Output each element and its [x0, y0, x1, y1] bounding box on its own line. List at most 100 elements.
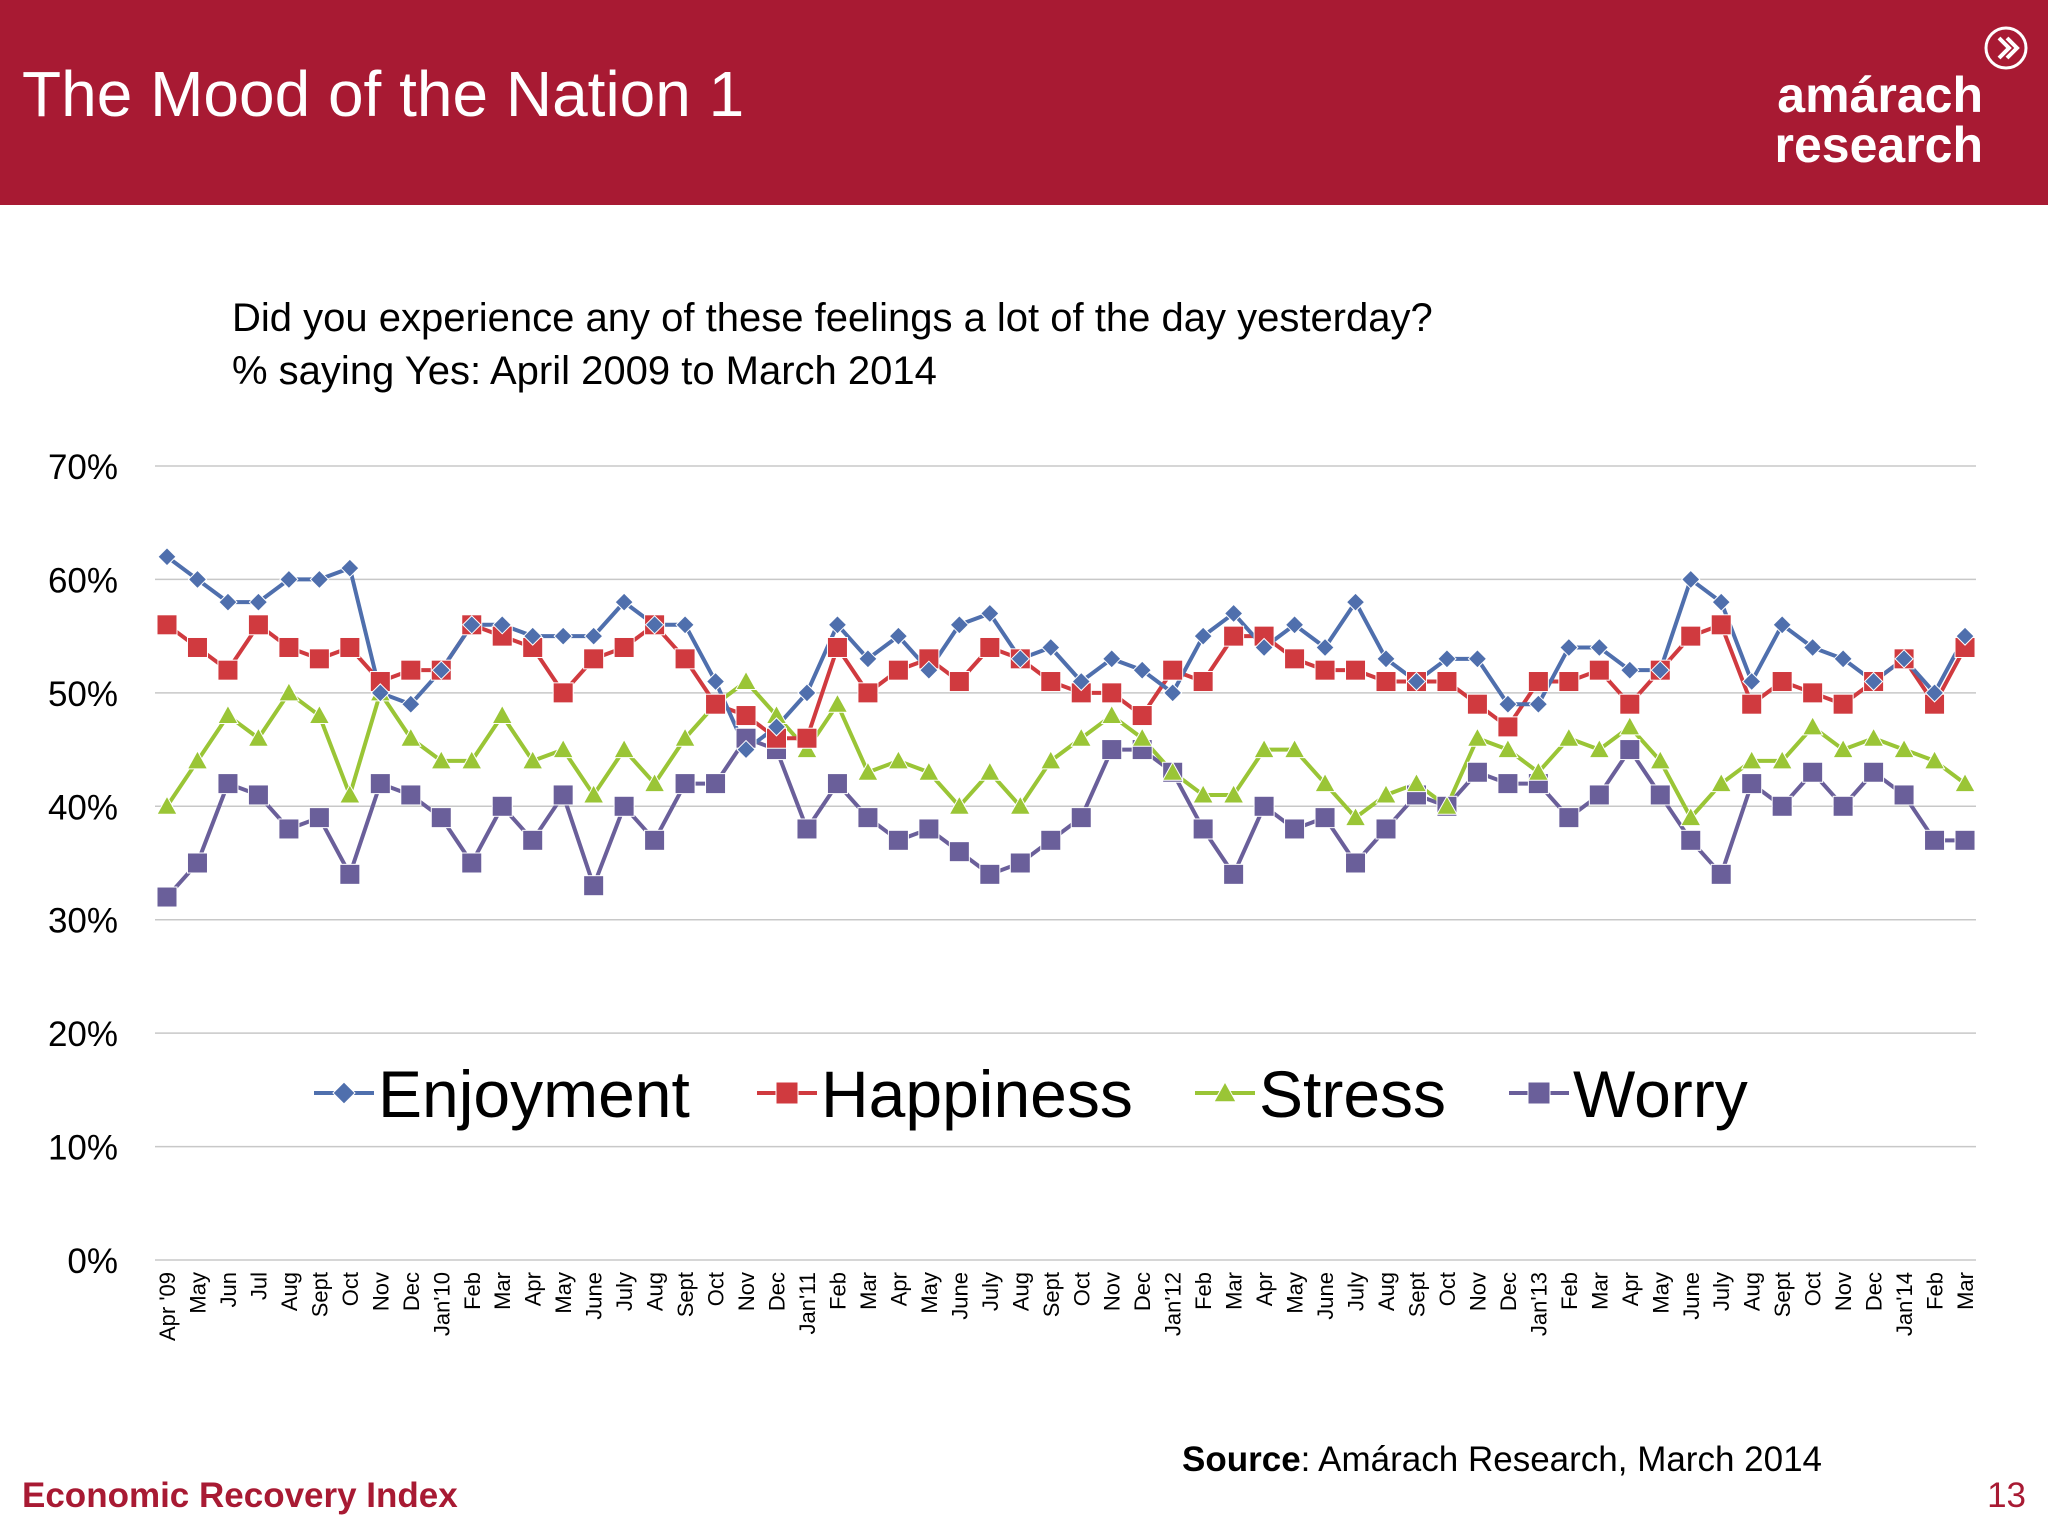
data-point [1375, 783, 1397, 804]
x-tick-label: Sept [1770, 1272, 1795, 1317]
data-point [1466, 761, 1488, 783]
data-point [1863, 761, 1885, 783]
data-point [460, 749, 483, 770]
x-tick-label: Oct [1801, 1272, 1826, 1306]
data-point [1802, 637, 1823, 658]
data-point [613, 795, 635, 817]
x-tick-label: Dec [765, 1272, 790, 1311]
data-point [857, 682, 879, 704]
x-tick-label: Feb [1191, 1272, 1216, 1310]
data-point [1924, 829, 1946, 851]
data-point [643, 772, 666, 793]
data-point [583, 648, 605, 670]
data-point [797, 683, 817, 703]
data-point [1680, 625, 1702, 647]
data-point [1771, 671, 1793, 693]
data-point [1802, 761, 1824, 783]
data-point [796, 818, 818, 840]
data-point [217, 773, 239, 795]
data-point [826, 636, 848, 658]
data-point [1283, 738, 1306, 759]
x-tick-label: Apr '09 [155, 1272, 180, 1341]
data-point [582, 783, 605, 804]
data-point [1527, 671, 1549, 693]
data-point [919, 660, 939, 680]
x-tick-label: Aug [277, 1272, 302, 1311]
data-point [644, 615, 665, 635]
data-point [826, 773, 848, 795]
x-tick-label: Feb [825, 1272, 850, 1310]
data-point [1650, 660, 1670, 680]
data-point [1740, 749, 1763, 770]
data-point [1131, 705, 1153, 727]
x-tick-label: June [1313, 1272, 1338, 1320]
data-point [674, 648, 696, 670]
x-tick-label: Feb [460, 1272, 485, 1310]
x-tick-label: Oct [338, 1272, 363, 1306]
x-tick-label: May [1283, 1272, 1308, 1314]
data-point [1437, 649, 1457, 669]
data-point [1710, 772, 1733, 793]
footer-title: Economic Recovery Index [22, 1476, 458, 1515]
data-point [1040, 671, 1062, 693]
data-point [735, 670, 757, 691]
x-tick-label: Oct [704, 1272, 729, 1306]
data-point [522, 829, 544, 851]
data-point [1376, 649, 1396, 669]
x-tick-label: Apr [886, 1272, 911, 1306]
amarach-logo: amárach research [1740, 24, 2040, 184]
data-point [887, 659, 909, 681]
x-tick-label: May [551, 1272, 576, 1314]
data-point [1588, 659, 1610, 681]
data-point [308, 648, 330, 670]
data-point [278, 681, 300, 702]
x-tick-label: Sept [673, 1272, 698, 1317]
data-point [1223, 863, 1245, 885]
slide-title: The Mood of the Nation 1 [22, 58, 745, 130]
data-point [1894, 649, 1914, 669]
data-point [1710, 614, 1732, 636]
x-tick-label: July [612, 1272, 637, 1311]
data-point [247, 727, 270, 747]
y-tick-label: 50% [48, 675, 118, 714]
x-tick-label: Nov [368, 1272, 393, 1311]
data-point [1680, 829, 1702, 851]
data-point [1009, 852, 1031, 874]
x-tick-label: Dec [1130, 1272, 1155, 1311]
data-point [1314, 807, 1336, 829]
data-point [1071, 671, 1091, 692]
data-point [1010, 649, 1031, 669]
data-point [1711, 592, 1731, 612]
data-point [1955, 626, 1975, 646]
data-point [1223, 625, 1245, 647]
x-tick-label: Aug [643, 1272, 668, 1311]
data-point [1559, 637, 1579, 658]
data-point [1253, 795, 1275, 817]
legend-marker [775, 1081, 799, 1105]
x-tick-label: Nov [734, 1272, 759, 1311]
data-point [583, 875, 605, 897]
x-tick-label: May [1648, 1272, 1673, 1314]
data-point [278, 636, 300, 658]
data-point [1466, 693, 1488, 715]
x-tick-label: Sept [1039, 1272, 1064, 1317]
data-point [888, 626, 909, 646]
data-point [980, 603, 1000, 624]
data-point [247, 784, 269, 806]
data-point [278, 818, 300, 840]
data-point [1040, 829, 1062, 851]
data-point [1923, 749, 1946, 770]
data-point [1406, 671, 1427, 692]
data-point [1741, 773, 1763, 795]
data-point [1101, 739, 1123, 761]
data-point [1253, 738, 1275, 759]
data-point [339, 783, 361, 804]
question-line: Did you experience any of these feelings… [232, 296, 1433, 340]
data-point [1772, 615, 1792, 635]
data-point [1314, 659, 1336, 681]
x-tick-label: Jan'14 [1892, 1272, 1917, 1336]
data-point [1192, 818, 1214, 840]
x-tick-label: Dec [1862, 1272, 1887, 1311]
data-point [918, 818, 940, 840]
data-point [948, 671, 970, 693]
